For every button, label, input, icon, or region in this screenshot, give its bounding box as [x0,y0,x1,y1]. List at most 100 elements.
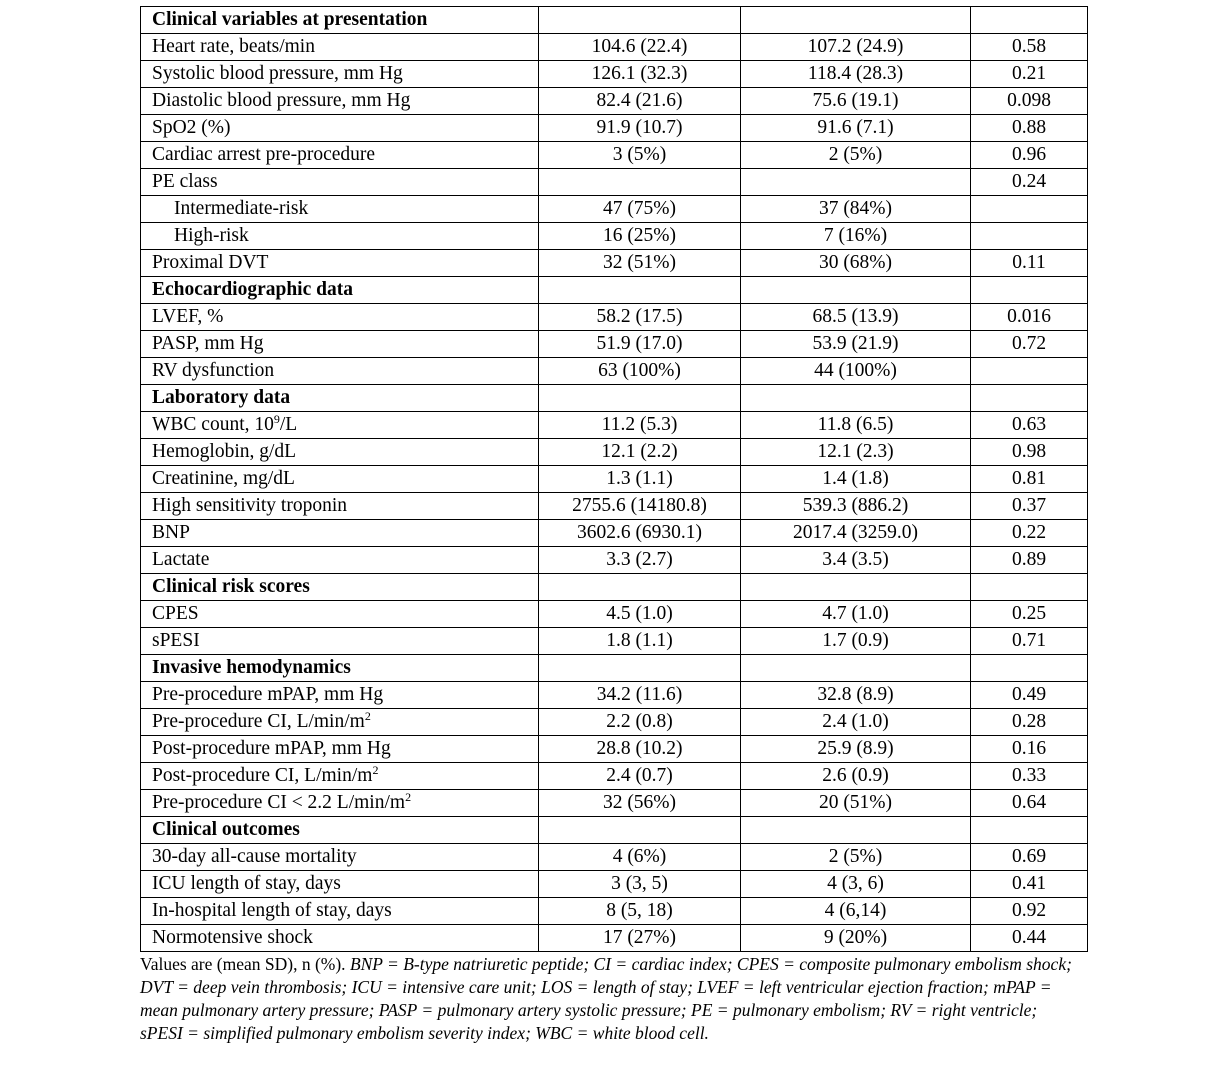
table-row: Lactate 3.3 (2.7) 3.4 (3.5) 0.89 [140,546,1088,574]
label-text: Systolic blood pressure, mm Hg [152,63,403,84]
label-text: Hemoglobin, g/dL [152,441,297,462]
group-a-value: 104.6 (22.4) [538,33,741,61]
empty-cell [970,6,1088,34]
section-header-row: Invasive hemodynamics [140,654,1088,682]
footnote-plain: Values are (mean SD), n (%). [140,954,350,974]
variable-label: Hemoglobin, g/dL [140,438,539,466]
p-value: 0.71 [970,627,1088,655]
group-b-value: 2 (5%) [740,843,971,871]
label-text: Cardiac arrest pre-procedure [152,144,376,165]
group-a-value: 47 (75%) [538,195,741,223]
p-value: 0.69 [970,843,1088,871]
section-header-row: Clinical risk scores [140,573,1088,601]
variable-label: CPES [140,600,539,628]
variable-label: sPESI [140,627,539,655]
group-a-value: 51.9 (17.0) [538,330,741,358]
empty-cell [538,654,741,682]
group-b-value: 118.4 (28.3) [740,60,971,88]
variable-label: Lactate [140,546,539,574]
p-value: 0.63 [970,411,1088,439]
empty-cell [538,816,741,844]
group-b-value: 11.8 (6.5) [740,411,971,439]
table-row: Heart rate, beats/min 104.6 (22.4) 107.2 (… [140,33,1088,61]
label-text: Diastolic blood pressure, mm Hg [152,90,411,111]
label-text: Pre-procedure CI, L/min/m [152,711,365,732]
variable-label: Pre-procedure mPAP, mm Hg [140,681,539,709]
table-row: Pre-procedure CI, L/min/m2 2.2 (0.8) 2.4 (… [140,708,1088,736]
label-text: In-hospital length of stay, days [152,900,392,921]
group-a-value: 28.8 (10.2) [538,735,741,763]
footnote-abbreviations: BNP = B-type natriuretic peptide; CI = c… [140,954,1072,1043]
p-value: 0.81 [970,465,1088,493]
group-b-value: 20 (51%) [740,789,971,817]
group-a-value: 8 (5, 18) [538,897,741,925]
p-value: 0.33 [970,762,1088,790]
p-value: 0.016 [970,303,1088,331]
group-a-value: 58.2 (17.5) [538,303,741,331]
empty-cell [538,384,741,412]
section-title: Echocardiographic data [140,276,539,304]
table-row: RV dysfunction 63 (100%) 44 (100%) [140,357,1088,385]
group-b-value: 9 (20%) [740,924,971,952]
group-a-value: 126.1 (32.3) [538,60,741,88]
label-text: 30-day all-cause mortality [152,846,357,867]
table-row: Normotensive shock 17 (27%) 9 (20%) 0.44 [140,924,1088,952]
p-value: 0.28 [970,708,1088,736]
variable-label: PE class [140,168,539,196]
superscript: 2 [364,709,371,723]
table-footnote: Values are (mean SD), n (%). BNP = B-typ… [140,953,1080,1045]
label-text: Pre-procedure mPAP, mm Hg [152,684,384,705]
group-b-value [740,168,971,196]
group-a-value: 91.9 (10.7) [538,114,741,142]
section-title: Clinical variables at presentation [140,6,539,34]
variable-label: WBC count, 109/L [140,411,539,439]
label-text: BNP [152,522,190,543]
empty-cell [970,276,1088,304]
label-text: SpO2 (%) [152,117,231,138]
group-b-value: 3.4 (3.5) [740,546,971,574]
group-b-value: 75.6 (19.1) [740,87,971,115]
empty-cell [740,6,971,34]
group-b-value: 4 (3, 6) [740,870,971,898]
group-b-value: 2017.4 (3259.0) [740,519,971,547]
table-row: LVEF, % 58.2 (17.5) 68.5 (13.9) 0.016 [140,303,1088,331]
group-a-value: 32 (51%) [538,249,741,277]
group-a-value: 63 (100%) [538,357,741,385]
table-row: 30-day all-cause mortality 4 (6%) 2 (5%) 0.… [140,843,1088,871]
section-title: Laboratory data [140,384,539,412]
label-text: sPESI [152,630,200,651]
p-value: 0.58 [970,33,1088,61]
variable-label: In-hospital length of stay, days [140,897,539,925]
variable-label: Cardiac arrest pre-procedure [140,141,539,169]
label-text: PASP, mm Hg [152,333,264,354]
table-row: Pre-procedure mPAP, mm Hg 34.2 (11.6) 32.8… [140,681,1088,709]
section-header-row: Laboratory data [140,384,1088,412]
p-value [970,357,1088,385]
p-value: 0.25 [970,600,1088,628]
label-text: Creatinine, mg/dL [152,468,295,489]
label-suffix: /L [279,414,298,435]
clinical-data-table: Clinical variables at presentation Heart … [140,6,1088,952]
superscript: 2 [372,763,379,777]
group-b-value: 2.4 (1.0) [740,708,971,736]
section-header-row: Clinical variables at presentation [140,6,1088,34]
section-title: Invasive hemodynamics [140,654,539,682]
variable-label: Proximal DVT [140,249,539,277]
empty-cell [740,384,971,412]
empty-cell [970,816,1088,844]
group-b-value: 4.7 (1.0) [740,600,971,628]
variable-label: High-risk [140,222,539,250]
label-text: PE class [152,171,218,192]
group-b-value: 1.4 (1.8) [740,465,971,493]
p-value: 0.89 [970,546,1088,574]
p-value: 0.16 [970,735,1088,763]
table-row: Cardiac arrest pre-procedure 3 (5%) 2 (5%)… [140,141,1088,169]
group-a-value: 34.2 (11.6) [538,681,741,709]
label-text: Lactate [152,549,210,570]
group-a-value: 16 (25%) [538,222,741,250]
group-a-value: 3602.6 (6930.1) [538,519,741,547]
empty-cell [538,276,741,304]
group-b-value: 25.9 (8.9) [740,735,971,763]
p-value: 0.98 [970,438,1088,466]
group-a-value: 4 (6%) [538,843,741,871]
